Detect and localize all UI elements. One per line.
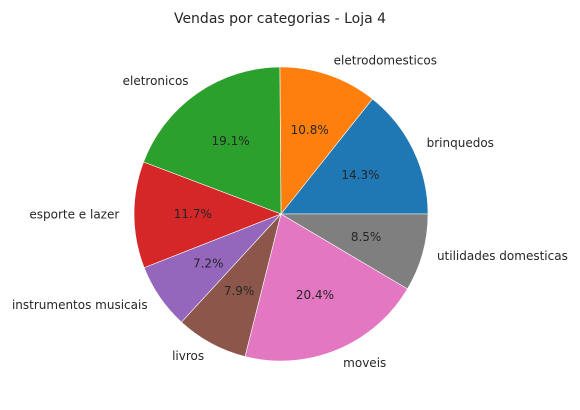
slice-percent-label: 14.3% bbox=[341, 168, 379, 182]
slice-label: eletrodomesticos bbox=[334, 54, 437, 68]
slice-label: instrumentos musicais bbox=[12, 298, 148, 312]
slice-label: utilidades domesticas bbox=[437, 249, 568, 263]
pie-slice-esporte-e-lazer bbox=[133, 161, 282, 269]
slice-label: livros bbox=[172, 349, 204, 363]
slice-label: moveis bbox=[343, 356, 386, 370]
pie-slice-moveis bbox=[244, 213, 408, 362]
pie-slice-brinquedos bbox=[280, 98, 429, 215]
slice-label: esporte e lazer bbox=[29, 208, 119, 222]
slice-percent-label: 20.4% bbox=[296, 288, 334, 302]
slice-percent-label: 7.9% bbox=[224, 284, 255, 298]
pie-slice-utilidades-domesticas bbox=[279, 213, 429, 290]
slice-percent-label: 8.5% bbox=[351, 230, 382, 244]
slice-percent-label: 10.8% bbox=[291, 123, 329, 137]
slice-label: eletronicos bbox=[123, 74, 189, 88]
slice-label: brinquedos bbox=[427, 136, 494, 150]
pie-labels: brinquedos 14.3% eletrodomesticos 10.8% elet… bbox=[12, 54, 568, 370]
pie-slice-eletrodomesticos bbox=[279, 66, 373, 215]
slice-percent-label: 19.1% bbox=[212, 134, 250, 148]
pie-slices bbox=[133, 66, 429, 362]
slice-percent-label: 7.2% bbox=[193, 256, 224, 270]
slice-percent-label: 11.7% bbox=[174, 207, 212, 221]
pie-slice-eletronicos bbox=[143, 66, 282, 215]
chart-title: Vendas por categorias - Loja 4 bbox=[174, 11, 386, 27]
